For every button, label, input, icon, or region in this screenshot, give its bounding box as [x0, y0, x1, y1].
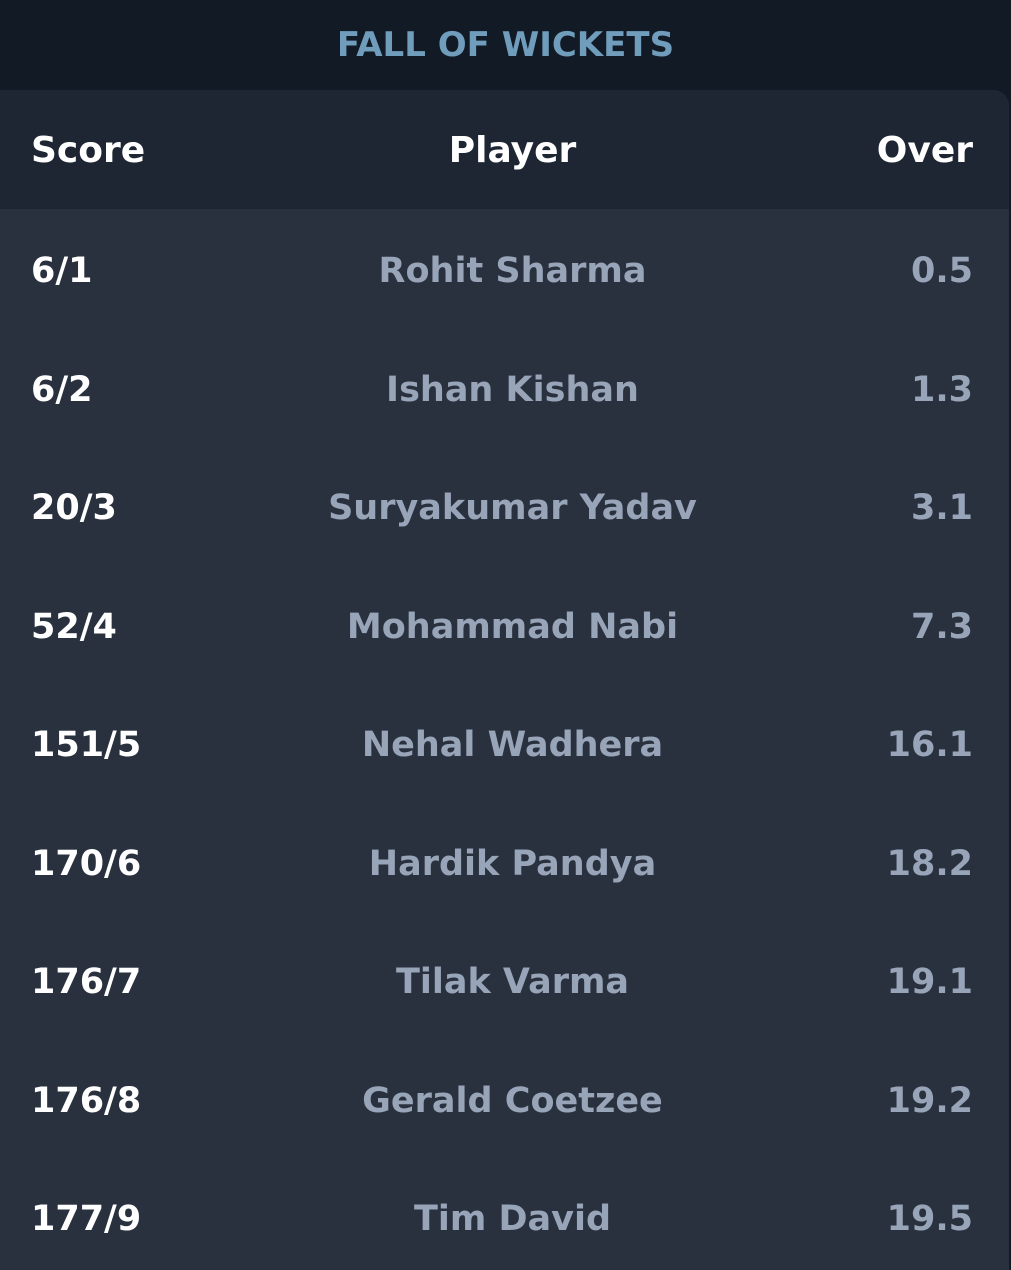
wicket-score: 151/5	[31, 725, 142, 765]
wicket-score: 6/1	[31, 251, 93, 291]
table-row: 52/4 Mohammad Nabi 7.3	[0, 565, 1009, 684]
wicket-score: 176/7	[31, 962, 142, 1002]
fall-of-wickets-table: Score Player Over 6/1 Rohit Sharma 0.5 6…	[0, 90, 1009, 1270]
wicket-score: 176/8	[31, 1080, 142, 1121]
table-row: 151/5 Nehal Wadhera 16.1	[0, 683, 1009, 802]
wicket-player: Gerald Coetzee	[362, 1080, 663, 1121]
wicket-player: Ishan Kishan	[386, 369, 639, 410]
wicket-over: 18.2	[886, 843, 973, 884]
table-row: 177/9 Tim David 19.5	[0, 1157, 1009, 1270]
column-header-over: Over	[876, 130, 973, 171]
table-row: 20/3 Suryakumar Yadav 3.1	[0, 446, 1009, 565]
wicket-over: 19.5	[886, 1199, 973, 1239]
wicket-score: 20/3	[31, 488, 117, 528]
wicket-player: Nehal Wadhera	[361, 725, 664, 765]
section-title: FALL OF WICKETS	[336, 25, 675, 65]
wicket-player: Suryakumar Yadav	[328, 488, 697, 528]
table-row: 170/6 Hardik Pandya 18.2	[0, 802, 1009, 921]
wicket-score: 170/6	[31, 843, 142, 884]
wicket-player: Tim David	[413, 1199, 612, 1239]
wicket-over: 7.3	[910, 606, 973, 647]
wicket-over: 19.1	[886, 962, 973, 1002]
wicket-player: Rohit Sharma	[378, 251, 647, 291]
wicket-over: 19.2	[886, 1080, 973, 1121]
wicket-over: 1.3	[910, 369, 973, 410]
wicket-player: Tilak Varma	[395, 962, 630, 1002]
column-header-score: Score	[31, 130, 146, 171]
table-row: 176/7 Tilak Varma 19.1	[0, 920, 1009, 1039]
table-row: 6/2 Ishan Kishan 1.3	[0, 328, 1009, 447]
wicket-score: 52/4	[31, 606, 117, 647]
wicket-score: 6/2	[31, 369, 93, 410]
table-header: Score Player Over	[0, 90, 1009, 209]
wicket-over: 0.5	[910, 251, 973, 291]
wicket-score: 177/9	[31, 1199, 142, 1239]
wicket-over: 3.1	[910, 488, 973, 528]
wicket-over: 16.1	[886, 725, 973, 765]
table-row: 6/1 Rohit Sharma 0.5	[0, 209, 1009, 328]
wicket-player: Mohammad Nabi	[346, 606, 679, 647]
column-header-player: Player	[448, 130, 577, 171]
wicket-player: Hardik Pandya	[368, 843, 657, 884]
table-body: 6/1 Rohit Sharma 0.5 6/2 Ishan Kishan 1.…	[0, 209, 1009, 1270]
table-row: 176/8 Gerald Coetzee 19.2	[0, 1039, 1009, 1158]
